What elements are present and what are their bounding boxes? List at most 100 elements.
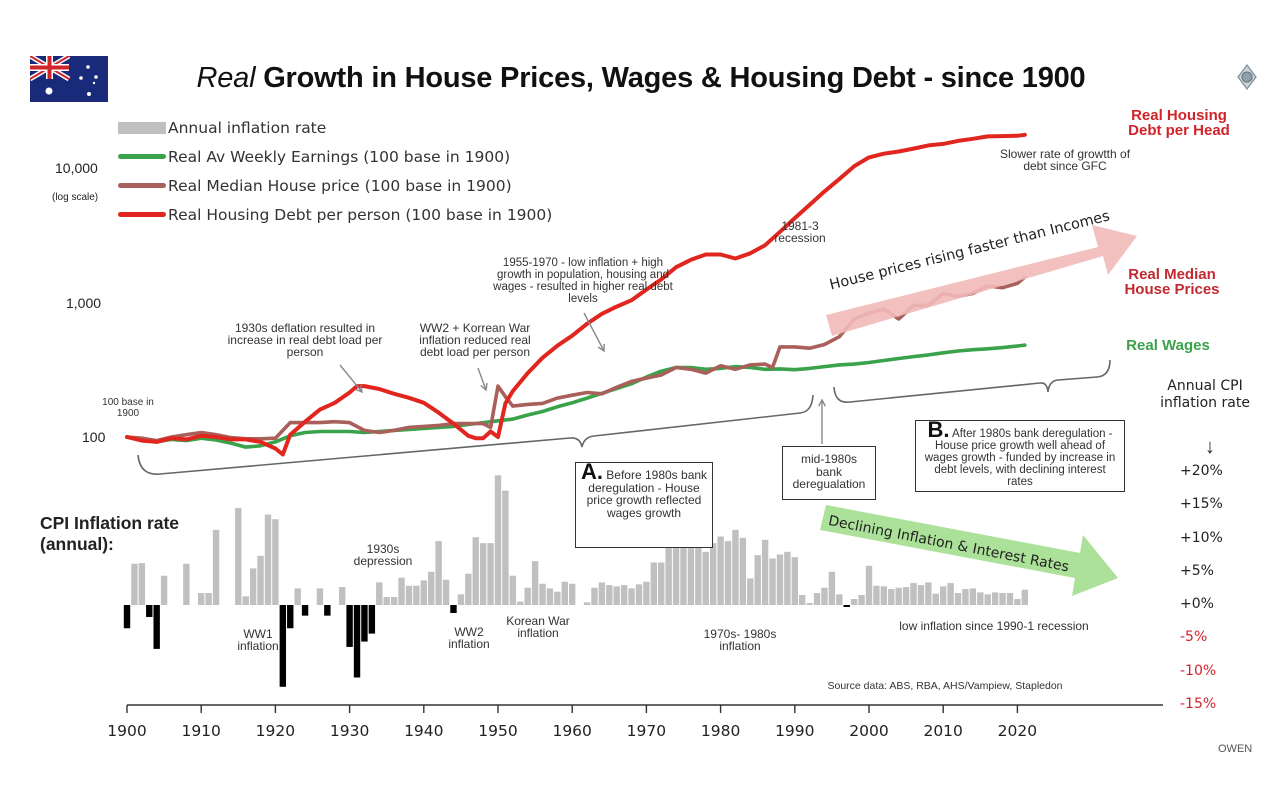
cpi-bar-1979 <box>709 543 717 605</box>
pointer-arrow-1955 <box>583 312 605 352</box>
legend-swatch-inflation <box>118 121 166 134</box>
cpi-bar-1974 <box>672 504 680 605</box>
cpi-bar-1939 <box>413 585 420 605</box>
cpi-bar-2012 <box>954 593 962 605</box>
cpi-bar-1976 <box>687 517 695 605</box>
cpi-bar-1921 <box>279 605 287 687</box>
cpi-tick-label: -5% <box>1180 629 1208 646</box>
cpi-bar-1951 <box>502 490 509 605</box>
annotation-low-inflation: low inflation since 1990-1 recession <box>899 619 1089 633</box>
annotation-1930s-deflation: 1930s deflation resulted in increase in … <box>227 321 383 359</box>
cpi-bar-2008 <box>925 582 932 605</box>
cpi-bar-1969 <box>635 584 643 605</box>
cpi-bar-2006 <box>910 583 917 605</box>
chart-title: Real Growth in House Prices, Wages & Hou… <box>0 62 1282 95</box>
cpi-bar-1997 <box>843 605 850 607</box>
cpi-bar-1959 <box>561 581 568 605</box>
cpi-bar-1908 <box>183 563 190 605</box>
x-tick-label: 1960 <box>552 722 592 740</box>
cpi-tick-label: +20% <box>1180 463 1223 479</box>
legend-swatch-house <box>118 183 166 188</box>
cpi-bar-1900 <box>123 605 131 629</box>
cpi-bar-1936 <box>390 597 398 605</box>
cpi-bar-1955 <box>531 561 539 605</box>
pointer-arrow-1930s-head <box>355 384 363 394</box>
cpi-bar-1980 <box>717 536 724 605</box>
legend-label: Real Av Weekly Earnings (100 base in 190… <box>168 147 511 166</box>
chart-title-rest: Growth in House Prices, Wages & Housing … <box>255 62 1086 94</box>
box-b-text: After 1980s bank deregulation - House pr… <box>924 428 1116 488</box>
cpi-bar-2014 <box>969 588 977 605</box>
house-arrow-shape <box>826 225 1137 336</box>
cpi-bar-1971 <box>650 562 658 605</box>
x-axis <box>126 704 1163 713</box>
cpi-bar-1968 <box>628 588 635 605</box>
cpi-bar-1947 <box>472 537 479 605</box>
box-b-letter: B. <box>927 417 950 442</box>
x-tick-label: 2000 <box>849 722 889 740</box>
x-tick-label: 1950 <box>478 722 518 740</box>
legend: Annual inflation rate Real Av Weekly Ear… <box>118 113 552 229</box>
annotation-gfc: Slower rate of growtth of debt since GFC <box>999 147 1131 173</box>
cpi-section-label: CPI Inflation rate (annual): <box>40 513 180 554</box>
cpi-bar-1918 <box>257 555 264 605</box>
cpi-tick-label: +10% <box>1180 529 1223 546</box>
pointer-arrow-1955-head <box>597 343 605 353</box>
cpi-bar-2015 <box>977 592 984 605</box>
cpi-bar-1938 <box>405 585 413 605</box>
pointer-arrow-1930s <box>339 364 363 393</box>
cpi-bar-1940 <box>420 580 427 605</box>
cpi-bar-1967 <box>620 585 628 605</box>
legend-item-debt: Real Housing Debt per person (100 base i… <box>118 200 552 229</box>
pointer-arrow-ww2 <box>477 367 487 391</box>
cpi-bar-1995 <box>828 571 836 605</box>
box-a-letter: A. <box>580 459 603 484</box>
cpi-bar-1954 <box>524 587 531 605</box>
x-tick-label: 1930 <box>329 722 370 740</box>
x-tick-label: 2010 <box>923 722 963 740</box>
cpi-bar-2019 <box>1006 593 1014 605</box>
cpi-bar-2007 <box>917 585 925 605</box>
series-line-debt <box>125 132 1027 457</box>
cpi-tick-label: +5% <box>1180 562 1214 579</box>
owen-logo-icon <box>1236 64 1257 90</box>
cpi-bar-1981 <box>724 541 732 605</box>
cpi-bar-1963 <box>591 587 598 605</box>
y-tick-label: 1,000 <box>66 295 102 311</box>
cpi-bar-1999 <box>858 595 865 605</box>
annotation-box-b: B. After 1980s bank deregulation - House… <box>915 417 1125 492</box>
cpi-bar-1986 <box>761 539 769 605</box>
cpi-bar-1962 <box>583 602 591 605</box>
cpi-bar-2000 <box>865 565 873 605</box>
cpi-bar-1992 <box>806 603 813 605</box>
x-tick-label: 2020 <box>997 722 1038 740</box>
cpi-bar-2002 <box>880 586 888 605</box>
cpi-axis-title: Annual CPI inflation rate <box>1160 378 1250 411</box>
cpi-bar-1920 <box>272 519 279 605</box>
cpi-bar-1943 <box>442 579 450 605</box>
cpi-bar-1952 <box>509 575 517 605</box>
cpi-bar-1911 <box>205 593 212 605</box>
x-tick-label: 1970 <box>626 722 667 740</box>
cpi-bar-1923 <box>294 588 301 605</box>
down-arrow-icon: ↓ <box>1205 436 1215 458</box>
x-tick-label: 1900 <box>107 722 147 740</box>
cpi-bar-1970 <box>643 581 650 605</box>
cpi-bar-2010 <box>940 586 947 605</box>
annotation-ww2: WW2 inflation <box>448 625 490 651</box>
series-label-wages: Real Wages <box>1126 337 1210 354</box>
cpi-bar-1989 <box>784 551 791 605</box>
cpi-bar-1978 <box>702 551 709 605</box>
cpi-bar-1901 <box>131 563 138 605</box>
cpi-bar-1973 <box>665 537 672 605</box>
box-mid-text: mid-1980s bank deregualation <box>792 452 866 491</box>
cpi-bar-2005 <box>902 587 910 605</box>
cpi-bar-1985 <box>754 555 761 605</box>
cpi-bar-1990 <box>791 557 798 605</box>
annotation-1955-1970: 1955-1970 - low inflation + high growth … <box>493 257 673 305</box>
cpi-bar-1982 <box>732 529 739 605</box>
cpi-bar-2018 <box>999 593 1006 605</box>
cpi-bar-2020 <box>1014 599 1021 605</box>
legend-item-wages: Real Av Weekly Earnings (100 base in 190… <box>118 142 552 171</box>
cpi-bar-1902 <box>138 563 146 605</box>
